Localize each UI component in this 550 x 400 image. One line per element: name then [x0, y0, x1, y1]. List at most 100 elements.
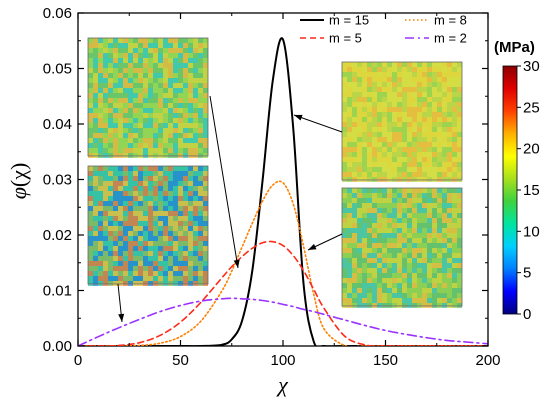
- inset-map-cell: [93, 68, 98, 73]
- inset-map-cell: [108, 221, 113, 226]
- inset-map-cell: [377, 157, 382, 162]
- inset-map-cell: [432, 72, 437, 77]
- inset-map-cell: [412, 223, 417, 228]
- inset-map-cell: [432, 97, 437, 102]
- inset-map-cell: [377, 188, 382, 193]
- inset-map-cell: [442, 177, 447, 182]
- inset-map-cell: [437, 293, 442, 298]
- inset-map-cell: [407, 233, 412, 238]
- inset-map-cell: [118, 211, 123, 216]
- inset-map-cell: [387, 208, 392, 213]
- inset-map-cell: [412, 142, 417, 147]
- inset-map-cell: [342, 288, 347, 293]
- inset-map-cell: [447, 263, 452, 268]
- inset-map-cell: [402, 117, 407, 122]
- inset-map-cell: [183, 236, 188, 241]
- inset-map-cell: [188, 206, 193, 211]
- inset-map-cell: [158, 176, 163, 181]
- inset-map-cell: [422, 92, 427, 97]
- inset-map-cell: [123, 201, 128, 206]
- inset-map-cell: [188, 261, 193, 266]
- inset-map-cell: [123, 53, 128, 58]
- inset-map-cell: [128, 271, 133, 276]
- inset-map-cell: [148, 38, 153, 43]
- inset-map-cell: [407, 142, 412, 147]
- inset-map-cell: [377, 132, 382, 137]
- inset-map-cell: [377, 92, 382, 97]
- inset-map-cell: [457, 152, 462, 157]
- inset-map-cell: [113, 98, 118, 103]
- inset-map-cell: [118, 186, 123, 191]
- inset-map-cell: [417, 283, 422, 288]
- inset-map-cell: [118, 68, 123, 73]
- inset-map-cell: [193, 118, 198, 123]
- inset-map-cell: [133, 201, 138, 206]
- inset-map-cell: [158, 271, 163, 276]
- inset-map-cell: [158, 211, 163, 216]
- inset-map-cell: [203, 83, 208, 88]
- inset-map-cell: [432, 137, 437, 142]
- inset-map-cell: [397, 288, 402, 293]
- inset-map-cell: [193, 38, 198, 43]
- y-tick-label: 0.01: [43, 283, 72, 300]
- inset-map-cell: [118, 216, 123, 221]
- inset-map-cell: [437, 198, 442, 203]
- inset-map-cell: [382, 263, 387, 268]
- inset-map-cell: [427, 132, 432, 137]
- inset-map-cell: [138, 201, 143, 206]
- inset-map-cell: [427, 172, 432, 177]
- inset-map-cell: [392, 193, 397, 198]
- inset-map-cell: [118, 256, 123, 261]
- inset-map-cell: [367, 278, 372, 283]
- inset-map-cell: [407, 238, 412, 243]
- inset-map-cell: [442, 92, 447, 97]
- inset-map-cell: [442, 278, 447, 283]
- inset-map-cell: [407, 112, 412, 117]
- inset-map-cell: [198, 108, 203, 113]
- inset-map-cell: [407, 293, 412, 298]
- inset-map-cell: [193, 108, 198, 113]
- inset-map-cell: [347, 107, 352, 112]
- inset-map-cell: [93, 38, 98, 43]
- inset-map-cell: [372, 72, 377, 77]
- inset-map-cell: [372, 283, 377, 288]
- inset-map-cell: [183, 191, 188, 196]
- inset-map-cell: [422, 288, 427, 293]
- inset-map-cell: [407, 92, 412, 97]
- inset-map-cell: [158, 153, 163, 158]
- inset-map-cell: [193, 83, 198, 88]
- inset-map-cell: [108, 281, 113, 286]
- inset-map-cell: [392, 208, 397, 213]
- inset-map-cell: [163, 128, 168, 133]
- inset-map-cell: [173, 186, 178, 191]
- inset-map-cell: [392, 263, 397, 268]
- inset-map-cell: [382, 172, 387, 177]
- inset-map-cell: [422, 117, 427, 122]
- inset-map-cell: [98, 271, 103, 276]
- inset-map-cell: [367, 112, 372, 117]
- inset-map-cell: [427, 213, 432, 218]
- inset-map-cell: [412, 147, 417, 152]
- inset-map-cell: [342, 67, 347, 72]
- inset-map-cell: [168, 68, 173, 73]
- inset-map-cell: [427, 203, 432, 208]
- inset-map-cell: [168, 216, 173, 221]
- inset-map-cell: [98, 246, 103, 251]
- inset-map-cell: [447, 107, 452, 112]
- inset-map-cell: [442, 67, 447, 72]
- inset-map-cell: [163, 216, 168, 221]
- colorbar-tick-label: 0: [523, 306, 531, 323]
- inset-map-cell: [342, 283, 347, 288]
- inset-map-cell: [427, 228, 432, 233]
- inset-map-cell: [113, 38, 118, 43]
- inset-map-cell: [392, 132, 397, 137]
- inset-map-cell: [457, 82, 462, 87]
- inset-map-cell: [178, 196, 183, 201]
- inset-map-cell: [347, 122, 352, 127]
- inset-map-cell: [347, 142, 352, 147]
- inset-map-cell: [148, 181, 153, 186]
- inset-map-cell: [163, 251, 168, 256]
- inset-map-cell: [342, 102, 347, 107]
- inset-map-cell: [422, 62, 427, 67]
- inset-map-cell: [163, 113, 168, 118]
